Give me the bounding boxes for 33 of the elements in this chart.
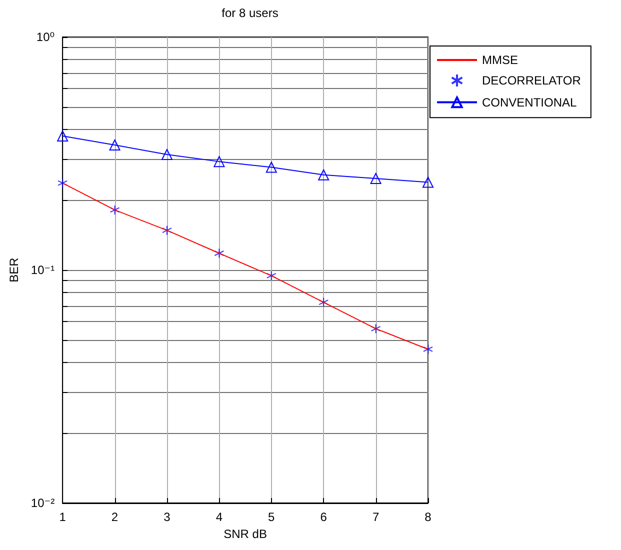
point (423, 344, 433, 354)
y-tick-label: 10⁰ (36, 30, 55, 44)
x-tick-label: 7 (372, 510, 380, 524)
point (422, 176, 434, 188)
x-axis-title: SNR dB (224, 526, 267, 541)
point (214, 248, 224, 258)
x-tick-label: 5 (268, 510, 276, 524)
y-axis-title: BER (7, 257, 21, 282)
y-tick-label: 10⁻¹ (30, 263, 55, 277)
point (109, 139, 120, 150)
point (266, 162, 277, 173)
x-tick-label: 4 (216, 510, 223, 524)
x-tick-label: 2 (111, 510, 118, 524)
point (57, 130, 68, 142)
point (266, 270, 276, 281)
point (110, 204, 120, 215)
point (370, 173, 382, 184)
legend-label: CONVENTIONAL (482, 95, 578, 110)
legend-label: DECORRELATOR (482, 74, 582, 88)
point (162, 225, 172, 236)
x-tick-label: 1 (59, 510, 66, 524)
y-tick-label: 10⁻² (30, 496, 55, 510)
x-tick-label: 6 (320, 510, 328, 524)
line-series (62, 182, 428, 350)
point (58, 178, 68, 188)
point (161, 149, 172, 160)
point (318, 169, 330, 180)
x-tick-label: 3 (164, 510, 171, 524)
point (214, 156, 225, 168)
point (370, 324, 381, 334)
x-tick-label: 8 (424, 510, 432, 524)
legend-label: MMSE (482, 53, 518, 67)
chart-title: for 8 users (222, 6, 278, 20)
